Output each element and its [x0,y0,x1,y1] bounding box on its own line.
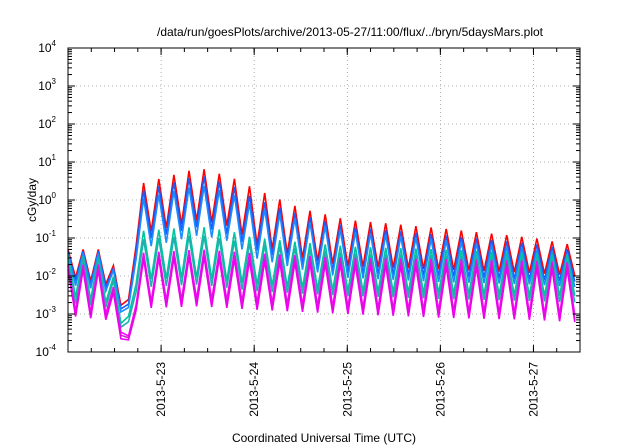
y-tick-label: 100 [38,191,56,207]
x-tick-label: 2013-5-25 [340,362,354,417]
series-line-1 [67,169,576,307]
x-tick-label: 2013-5-23 [154,362,168,417]
chart-title: /data/run/goesPlots/archive/2013-05-27/1… [157,25,544,39]
y-tick-label: 104 [38,39,56,55]
y-tick-label: 10-1 [36,229,57,245]
x-tick-label: 2013-5-24 [247,362,261,417]
x-tick-label: 2013-5-27 [526,362,540,417]
y-tick-label: 10-3 [36,305,57,321]
series-line-3 [67,185,576,314]
x-tick-label: 2013-5-26 [433,362,447,417]
y-tick-label: 101 [38,153,56,169]
y-tick-label: 102 [38,115,56,131]
y-axis: 10-4 10-3 10-2 10-1 100 101 102 103 104 [36,39,580,359]
x-axis-label: Coordinated Universal Time (UTC) [232,431,416,445]
series-line-4 [67,227,576,325]
y-tick-label: 10-4 [36,343,57,359]
series-group [67,169,576,341]
y-tick-label: 10-2 [36,267,57,283]
x-axis: 2013-5-23 2013-5-24 2013-5-25 2013-5-26 2013… [67,48,581,417]
y-tick-label: 103 [38,77,56,93]
y-axis-label: cGy/day [25,178,39,222]
series-line-8 [67,256,576,341]
